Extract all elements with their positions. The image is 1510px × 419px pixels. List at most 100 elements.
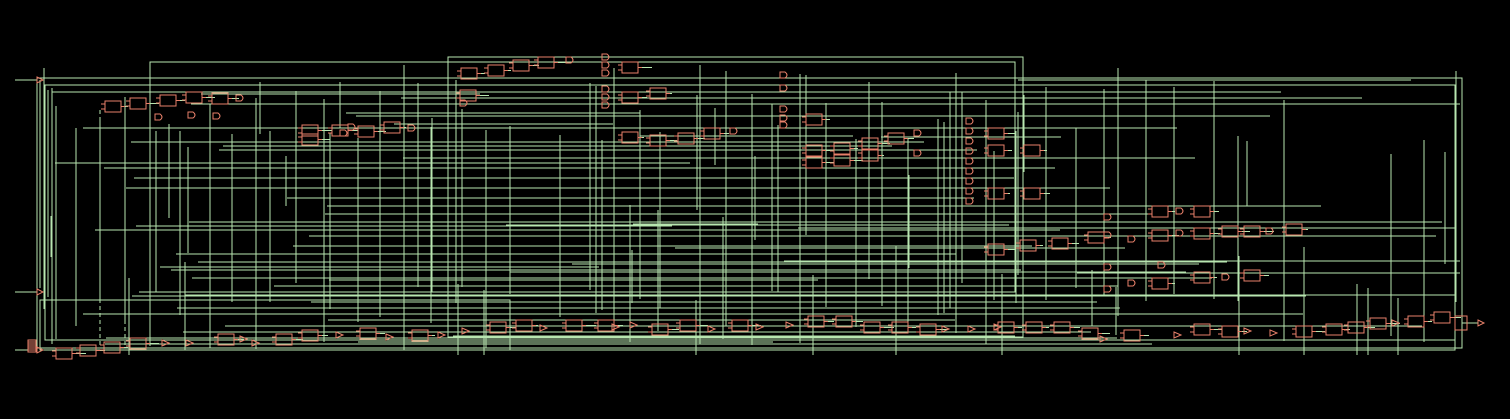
logic-gate <box>965 157 974 165</box>
logic-gate <box>601 53 610 61</box>
logic-cell <box>460 67 478 80</box>
logic-gate <box>913 129 922 137</box>
buffer-gate <box>385 333 395 341</box>
logic-cell <box>1193 205 1211 218</box>
logic-gate <box>235 94 244 102</box>
logic-cell <box>621 61 639 74</box>
buffer-gate <box>437 331 447 339</box>
output-port <box>1477 319 1486 327</box>
logic-cell <box>1407 315 1425 328</box>
input-port <box>36 346 45 354</box>
logic-cell <box>129 97 147 110</box>
buffer-gate <box>1243 327 1253 335</box>
buffer-gate <box>611 323 621 331</box>
logic-gate <box>601 61 610 69</box>
logic-cell <box>703 127 721 140</box>
logic-cell <box>1285 223 1303 236</box>
logic-cell <box>1081 327 1099 340</box>
buffer-gate <box>785 321 795 329</box>
buffer-gate <box>1269 329 1279 337</box>
buffer-gate <box>993 323 1003 331</box>
logic-gate <box>1175 229 1184 237</box>
routing-frame <box>44 84 1456 341</box>
wire-layer <box>15 56 1478 355</box>
logic-cell <box>649 134 667 147</box>
logic-gate <box>1103 285 1112 293</box>
logic-cell <box>621 131 639 144</box>
buffer-gate <box>967 325 977 333</box>
logic-cell <box>861 149 879 162</box>
logic-gate <box>1127 279 1136 287</box>
logic-gate <box>779 121 788 129</box>
buffer-gate <box>941 325 951 333</box>
logic-cell <box>1151 205 1169 218</box>
logic-cell <box>1347 321 1365 334</box>
logic-gate <box>565 56 574 64</box>
logic-gate <box>187 111 196 119</box>
buffer-gate <box>539 324 549 332</box>
logic-cell <box>1025 321 1043 334</box>
routing-frame <box>39 299 511 351</box>
logic-gate <box>1103 213 1112 221</box>
logic-cell <box>359 327 377 340</box>
logic-cell <box>807 315 825 328</box>
logic-gate <box>965 137 974 145</box>
routing-frame <box>149 61 1016 293</box>
logic-gate <box>1265 227 1274 235</box>
buffer-gate <box>239 335 249 343</box>
buffer-gate <box>251 339 261 347</box>
logic-gate <box>1103 263 1112 271</box>
logic-gate <box>965 177 974 185</box>
logic-cell <box>1123 329 1141 342</box>
logic-gate <box>965 147 974 155</box>
logic-cell <box>833 142 851 155</box>
logic-gate <box>347 123 356 131</box>
logic-gate <box>1157 261 1166 269</box>
logic-cell <box>1023 187 1041 200</box>
logic-gate <box>601 101 610 109</box>
logic-cell <box>1221 325 1239 338</box>
input-port <box>36 76 45 84</box>
logic-cell <box>487 64 505 77</box>
logic-cell <box>1051 237 1069 250</box>
buffer-gate <box>755 323 765 331</box>
buffer-gate <box>461 327 471 335</box>
logic-gate <box>1127 235 1136 243</box>
logic-gate <box>779 84 788 92</box>
buffer-gate <box>1099 335 1109 343</box>
logic-gate <box>1175 207 1184 215</box>
logic-cell <box>1023 144 1041 157</box>
logic-gate <box>601 93 610 101</box>
logic-gate <box>601 69 610 77</box>
logic-cell <box>27 349 37 353</box>
logic-cell <box>211 92 229 105</box>
logic-gate <box>965 117 974 125</box>
logic-gate <box>965 127 974 135</box>
logic-cell <box>1243 269 1261 282</box>
logic-gate <box>407 124 416 132</box>
buffer-gate <box>1391 319 1401 327</box>
logic-cell <box>835 315 853 328</box>
buffer-gate <box>335 331 345 339</box>
logic-cell <box>1151 277 1169 290</box>
logic-cell <box>104 100 122 113</box>
port-layer <box>36 76 1486 354</box>
logic-cell <box>987 144 1005 157</box>
logic-cell <box>649 87 667 100</box>
buffer-gate <box>707 325 717 333</box>
logic-cell <box>185 91 203 104</box>
logic-gate <box>212 112 221 120</box>
logic-gate <box>459 99 468 107</box>
logic-gate <box>339 129 348 137</box>
input-port <box>36 288 45 296</box>
logic-gate <box>779 105 788 113</box>
logic-gate <box>1103 231 1112 239</box>
logic-gate <box>965 197 974 205</box>
routing-frame <box>36 77 1463 349</box>
logic-cell <box>1433 311 1451 324</box>
logic-cell <box>1193 227 1211 240</box>
buffer-gate <box>1173 331 1183 339</box>
buffer-gate <box>161 339 171 347</box>
